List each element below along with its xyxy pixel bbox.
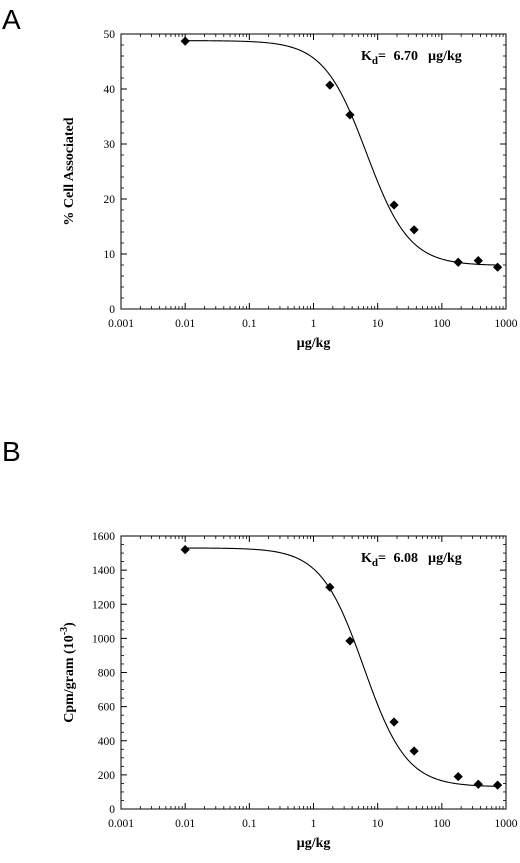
y-tick-label: 800: [98, 668, 116, 680]
chart-a-plot: 0.001 0.01 0.1 1 10 100 1000 0 10 20 30 40 50 µg/kg % …: [0, 0, 520, 431]
y-tick-label: 50: [104, 29, 116, 41]
y-axis-title-sup: -3: [59, 627, 70, 635]
kd-value: 6.08: [394, 551, 419, 566]
y-tick-label: 1200: [92, 599, 115, 611]
kd-annotation: Kd= 6.08 µg/kg: [361, 551, 462, 569]
y-tick-label: 1600: [92, 531, 115, 543]
kd-equals: =: [378, 49, 389, 64]
data-point: [181, 545, 190, 554]
x-tick-label: 10: [372, 318, 384, 330]
fit-curve: [185, 41, 496, 265]
data-point: [325, 81, 334, 90]
y-axis-title-end: ): [62, 622, 77, 627]
kd-unit: µg/kg: [428, 49, 462, 64]
chart-panel-b: B 0.001 0.01 0.1 1 10 100 1000 0 200 400 600 800 100…: [0, 432, 520, 863]
x-tick-label: 0.1: [242, 818, 257, 830]
y-axis-title-main: Cpm/gram (10: [62, 635, 77, 723]
kd-unit: µg/kg: [428, 551, 462, 566]
x-tick-label: 0.001: [108, 818, 134, 830]
chart-b-plot: 0.001 0.01 0.1 1 10 100 1000 0 200 400 600 800 1000 1…: [0, 432, 520, 863]
y-tick-label: 40: [104, 84, 116, 96]
y-tick-label: 600: [98, 702, 116, 714]
x-axis-title: µg/kg: [297, 336, 331, 351]
y-tick-label: 0: [109, 304, 115, 316]
y-tick-label: 1400: [92, 565, 115, 577]
x-tick-label: 0.01: [175, 818, 195, 830]
kd-annotation: Kd= 6.70 µg/kg: [361, 49, 462, 67]
y-axis-title: Cpm/gram (10-3): [59, 622, 77, 723]
y-tick-label: 20: [104, 194, 116, 206]
y-tick-label: 0: [109, 804, 115, 816]
y-axis-title: % Cell Associated: [62, 117, 77, 225]
x-tick-label: 0.01: [175, 318, 195, 330]
data-point: [493, 781, 502, 790]
data-point: [493, 263, 502, 272]
fit-curve: [185, 548, 496, 786]
y-tick-label: 200: [98, 770, 116, 782]
x-tick-label: 100: [433, 318, 451, 330]
kd-symbol: K: [361, 551, 372, 566]
y-tick-label: 1000: [92, 633, 115, 645]
x-tick-label: 100: [433, 818, 451, 830]
kd-equals: =: [378, 551, 389, 566]
x-tick-label: 1: [311, 818, 317, 830]
chart-panel-a: A 0.001 0.01 0.1 1 10 100 1000 0 10 20 30 40 50 µg/kg…: [0, 0, 520, 431]
data-point: [181, 37, 190, 46]
x-tick-label: 0.001: [108, 318, 134, 330]
plot-frame: [121, 536, 506, 809]
y-tick-label: 30: [104, 139, 116, 151]
x-tick-label: 1000: [495, 318, 518, 330]
x-tick-label: 1000: [495, 818, 518, 830]
kd-symbol: K: [361, 49, 372, 64]
data-point: [410, 225, 419, 234]
y-axis-title-main: % Cell Associated: [62, 117, 77, 225]
x-tick-label: 10: [372, 818, 384, 830]
data-point: [410, 746, 419, 755]
plot-frame: [121, 34, 506, 309]
x-tick-label: 0.1: [242, 318, 257, 330]
kd-value: 6.70: [394, 49, 419, 64]
data-point: [389, 200, 398, 209]
data-point: [389, 717, 398, 726]
data-point: [454, 772, 463, 781]
data-point: [454, 258, 463, 267]
x-tick-label: 1: [311, 318, 317, 330]
y-tick-label: 10: [104, 249, 116, 261]
data-point: [474, 780, 483, 789]
y-tick-label: 400: [98, 736, 116, 748]
x-axis-title: µg/kg: [297, 836, 331, 851]
